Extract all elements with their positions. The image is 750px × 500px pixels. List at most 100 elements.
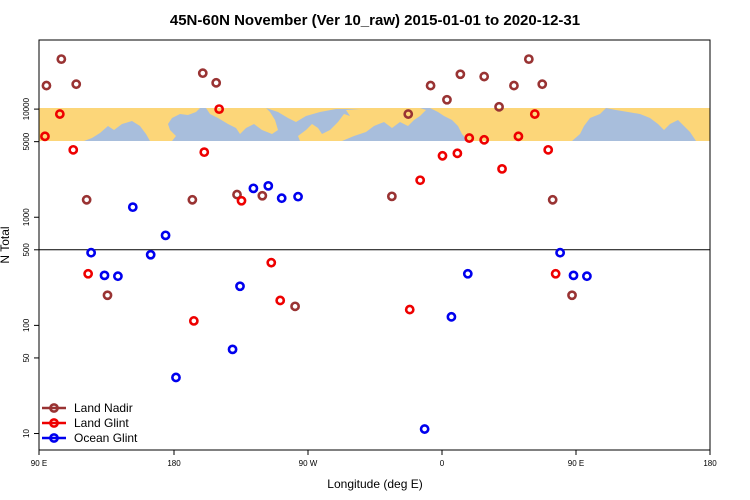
- map-land-east-asia: [606, 108, 710, 141]
- data-point: [425, 80, 436, 91]
- data-point: [479, 71, 490, 82]
- map-land-europe: [430, 108, 606, 141]
- map-land-alaska: [206, 108, 278, 134]
- x-tick-label: 90 W: [299, 459, 318, 468]
- data-point: [214, 104, 225, 115]
- data-point: [455, 69, 466, 80]
- legend-label: Land Glint: [74, 416, 129, 430]
- data-point: [236, 195, 247, 206]
- data-point: [523, 54, 534, 65]
- world-map-band: [39, 108, 710, 141]
- data-point: [479, 134, 490, 145]
- data-point: [248, 183, 259, 194]
- x-axis: 90 E 180 90 W 0 90 E 180: [31, 450, 717, 468]
- data-point: [290, 301, 300, 312]
- x-tick-label: 180: [703, 459, 717, 468]
- data-point: [293, 191, 303, 202]
- data-point: [86, 247, 97, 258]
- data-point: [160, 230, 171, 241]
- map-land-asia: [39, 108, 200, 141]
- y-tick-label: 500: [22, 243, 31, 257]
- data-point: [529, 109, 540, 119]
- data-point: [403, 109, 414, 119]
- x-tick-label: 0: [440, 459, 445, 468]
- data-point: [263, 180, 274, 191]
- legend-marker: [49, 418, 59, 428]
- series-land-nadir: [41, 54, 577, 312]
- data-point: [464, 133, 475, 143]
- data-point: [404, 304, 415, 315]
- data-point: [386, 191, 397, 202]
- data-point: [68, 144, 79, 155]
- data-point: [543, 144, 554, 155]
- data-point: [71, 79, 82, 90]
- data-point: [54, 109, 65, 119]
- data-point: [568, 270, 579, 281]
- data-point: [266, 257, 277, 268]
- y-tick-label: 10: [22, 429, 31, 438]
- plot-frame: [38, 39, 711, 451]
- series-land-glint: [40, 104, 561, 326]
- y-tick-label: 50: [22, 353, 31, 362]
- x-tick-label: 90 E: [568, 459, 584, 468]
- data-point: [199, 147, 210, 158]
- data-point: [232, 189, 242, 200]
- data-point: [102, 290, 113, 301]
- y-axis: 10 50 100 500 1000 5000 10000: [22, 97, 39, 438]
- chart-title: 45N-60N November (Ver 10_raw) 2015-01-01…: [170, 12, 580, 29]
- data-point: [437, 150, 448, 161]
- data-point: [211, 77, 222, 88]
- legend-marker: [49, 433, 59, 443]
- y-tick-label: 100: [22, 318, 31, 332]
- data-point: [113, 271, 123, 282]
- data-point: [41, 80, 52, 91]
- x-tick-label: 90 E: [31, 459, 47, 468]
- data-point: [550, 268, 561, 279]
- data-point: [257, 190, 268, 201]
- data-point: [415, 175, 426, 186]
- data-point: [40, 131, 50, 142]
- data-point: [497, 163, 507, 174]
- data-point: [188, 316, 199, 326]
- data-point: [537, 79, 548, 90]
- series-ocean-glint: [86, 180, 592, 434]
- data-point: [275, 295, 286, 306]
- data-point: [547, 194, 558, 205]
- data-point: [452, 148, 463, 159]
- y-tick-label: 10000: [22, 97, 31, 120]
- data-point: [235, 281, 245, 292]
- data-point: [56, 54, 67, 65]
- data-point: [171, 372, 181, 383]
- data-point: [509, 80, 519, 91]
- data-point: [81, 194, 92, 205]
- data-point: [555, 247, 566, 258]
- legend-label: Land Nadir: [74, 401, 133, 415]
- data-point: [276, 193, 287, 204]
- data-point: [197, 68, 208, 79]
- data-point: [227, 344, 238, 355]
- data-point: [582, 271, 592, 282]
- x-tick-label: 180: [167, 459, 181, 468]
- data-point: [99, 270, 110, 281]
- data-point: [567, 290, 577, 301]
- legend-label: Ocean Glint: [74, 431, 138, 445]
- data-point: [494, 101, 504, 112]
- data-point: [127, 202, 138, 213]
- data-point: [446, 311, 457, 322]
- x-axis-label: Longitude (deg E): [327, 477, 422, 491]
- data-point: [187, 194, 198, 205]
- y-tick-label: 1000: [22, 208, 31, 226]
- y-tick-label: 5000: [22, 132, 31, 150]
- map-land-canada: [266, 108, 426, 141]
- data-point: [83, 268, 94, 279]
- data-point: [145, 249, 156, 260]
- legend-marker: [49, 403, 59, 413]
- data-points: [40, 54, 592, 434]
- data-point: [419, 424, 430, 434]
- data-point: [442, 94, 452, 105]
- y-axis-label: N Total: [0, 226, 12, 263]
- data-point: [513, 131, 524, 142]
- data-point: [462, 268, 473, 279]
